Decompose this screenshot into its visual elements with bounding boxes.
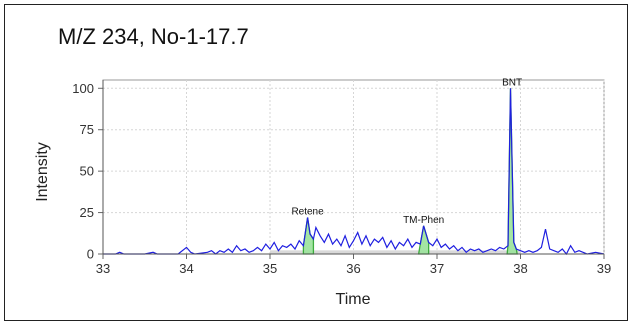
x-tick-label: 35 <box>263 261 277 276</box>
x-axis-label: Time <box>336 291 371 308</box>
x-tick-label: 38 <box>513 261 527 276</box>
signal-line <box>103 88 605 256</box>
x-tick-label: 33 <box>96 261 110 276</box>
y-axis-label: Intensity <box>34 142 51 202</box>
x-tick-label: 36 <box>346 261 360 276</box>
y-tick-label: 50 <box>80 164 94 179</box>
chart-title: M/Z 234, No-1-17.7 <box>58 24 249 49</box>
x-tick-label: 39 <box>597 261 611 276</box>
x-tick-label: 34 <box>179 261 193 276</box>
x-tick-label: 37 <box>430 261 444 276</box>
plot-area <box>102 79 605 255</box>
y-tick-label: 0 <box>87 247 94 262</box>
y-tick-label: 75 <box>80 122 94 137</box>
y-tick-label: 100 <box>72 81 94 96</box>
peak-label: Retene <box>291 207 324 218</box>
peak-label: TM-Phen <box>403 215 444 226</box>
peak-label: BNT <box>502 77 522 88</box>
y-tick-label: 25 <box>80 205 94 220</box>
baseline-band <box>270 250 521 254</box>
